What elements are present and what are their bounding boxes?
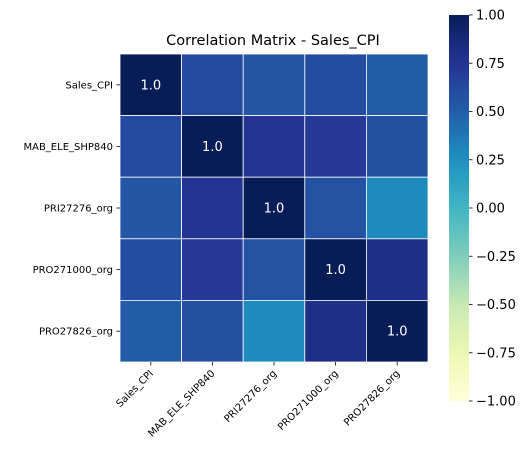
cell-annotation: 1.0	[264, 202, 285, 217]
y-tick-label: PRO271000_org	[33, 265, 113, 276]
colorbar-tick-label: 0.25	[476, 153, 505, 168]
x-tick-label: Sales_CPI	[115, 368, 156, 409]
heatmap-cell	[242, 299, 306, 363]
x-tick-label: PRO271000_org	[276, 368, 341, 433]
heatmap-cell	[181, 299, 244, 363]
heatmap-cell	[119, 238, 182, 301]
cell-annotations: 1.0 1.0 1.0 1.0 1.0	[140, 78, 407, 339]
heatmap-cell	[304, 176, 367, 240]
colorbar-tick-label: −0.75	[476, 346, 516, 361]
heatmap-cell	[181, 53, 244, 116]
heatmap-cell	[304, 115, 367, 178]
heatmap-cell	[365, 299, 429, 363]
colorbar-tick-label: −0.50	[476, 298, 516, 313]
colorbar-tick-label: −0.25	[476, 250, 516, 265]
cell-annotation: 1.0	[140, 78, 161, 93]
colorbar-ticks: 1.00 0.75 0.50 0.25 0.00 −0.25 −0.50 −0.75 −1.00	[469, 9, 516, 410]
cell-annotation: 1.0	[325, 263, 346, 278]
heatmap-cell	[181, 176, 244, 240]
heatmap-cell	[119, 176, 182, 240]
heatmap-cell	[365, 115, 429, 178]
heatmap-cell	[242, 115, 306, 178]
heatmap-cell	[304, 299, 367, 363]
y-tick-label: MAB_ELE_SHP840	[23, 142, 113, 153]
y-tick-label: PRI27276_org	[44, 204, 113, 215]
x-tick-label: MAB_ELE_SHP840	[146, 368, 217, 439]
colorbar-tick-label: 1.00	[476, 9, 505, 24]
heatmap-cells	[119, 53, 429, 363]
heatmap-cell	[365, 53, 429, 116]
colorbar-tick-label: 0.00	[476, 202, 505, 217]
heatmap-cell	[119, 53, 182, 116]
heatmap-cell	[181, 238, 244, 301]
y-tick-label: PRO27826_org	[39, 327, 113, 338]
heatmap-cell	[242, 176, 306, 240]
colorbar-tick-label: 0.75	[476, 57, 505, 72]
y-tick-labels: Sales_CPI MAB_ELE_SHP840 PRI27276_org PRO27…	[23, 80, 120, 338]
heatmap-cell	[119, 115, 182, 178]
colorbar: 1.00 0.75 0.50 0.25 0.00 −0.25 −0.50 −0.75 −1.00	[449, 9, 516, 410]
cell-annotation: 1.0	[387, 325, 408, 340]
heatmap-cell	[119, 299, 182, 363]
colorbar-scale	[449, 15, 469, 401]
colorbar-tick-label: 0.50	[476, 105, 505, 120]
heatmap-cell	[242, 238, 306, 301]
heatmap-cell	[304, 53, 367, 116]
colorbar-tick-label: −1.00	[476, 395, 516, 410]
cell-annotation: 1.0	[202, 140, 223, 155]
y-tick-label: Sales_CPI	[65, 80, 113, 91]
x-tick-label: PRO27826_org	[342, 368, 402, 428]
heatmap-cell	[365, 238, 429, 301]
heatmap-cell	[304, 238, 367, 301]
heatmap-cell	[365, 176, 429, 240]
x-tick-label: PRI27276_org	[222, 368, 279, 425]
chart-title: Correlation Matrix - Sales_CPI	[166, 33, 380, 49]
heatmap-cell	[242, 53, 306, 116]
